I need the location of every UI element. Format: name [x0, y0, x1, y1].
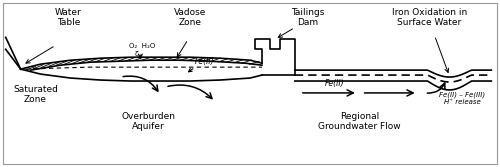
- Text: O₂  H₂O: O₂ H₂O: [129, 43, 156, 49]
- Text: Iron Oxidation in
Surface Water: Iron Oxidation in Surface Water: [392, 8, 467, 27]
- FancyBboxPatch shape: [2, 3, 498, 164]
- Text: Vadose
Zone: Vadose Zone: [174, 8, 206, 27]
- Text: Water
Table: Water Table: [55, 8, 82, 27]
- Text: Saturated
Zone: Saturated Zone: [13, 85, 58, 104]
- Text: Fe(II): Fe(II): [195, 57, 215, 66]
- Text: Overburden
Aquifer: Overburden Aquifer: [122, 112, 176, 131]
- Text: Fe(II) – Fe(III): Fe(II) – Fe(III): [440, 92, 486, 98]
- Text: ζ: ζ: [134, 51, 138, 57]
- Text: H⁺ release: H⁺ release: [444, 99, 481, 105]
- Text: Tailings
Dam: Tailings Dam: [291, 8, 324, 27]
- Text: Regional
Groundwater Flow: Regional Groundwater Flow: [318, 112, 401, 131]
- Text: Fe(II): Fe(II): [325, 79, 344, 88]
